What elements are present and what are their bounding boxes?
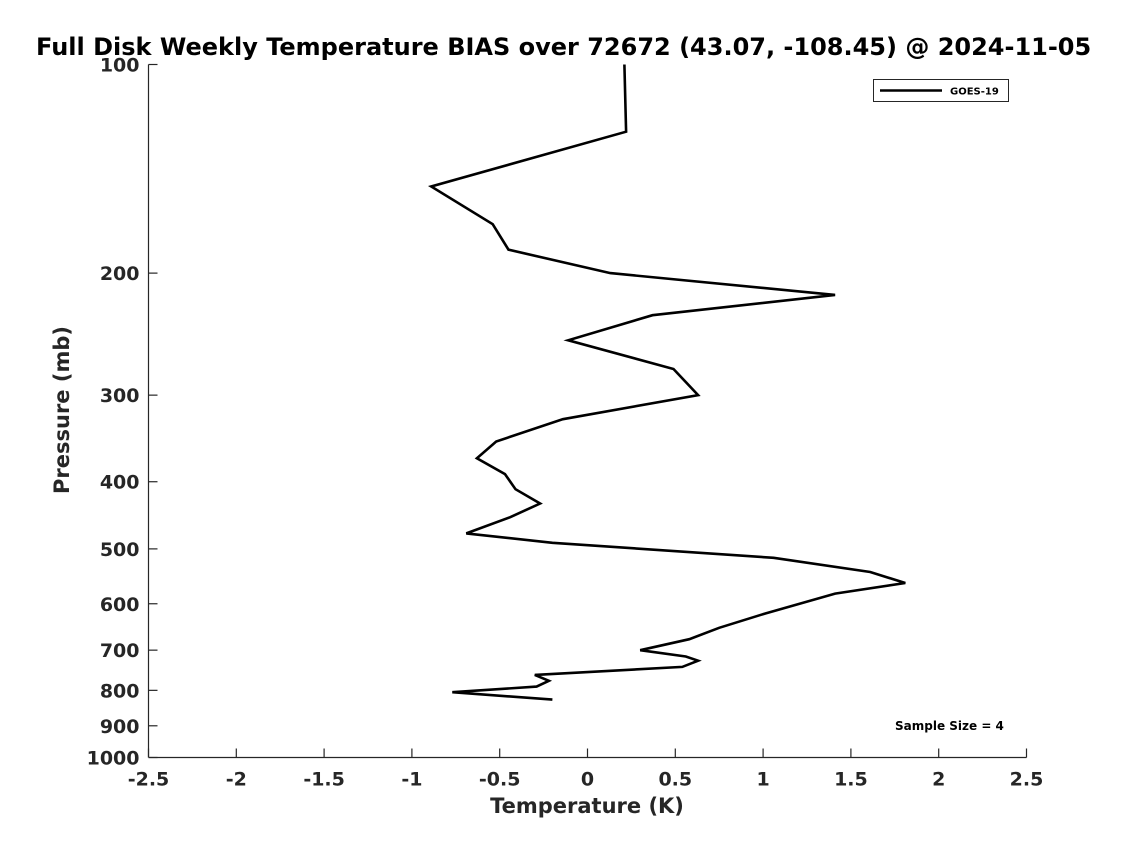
y-tick-label: 200: [100, 263, 140, 285]
x-tick-label: 2.5: [1010, 769, 1044, 791]
x-axis-label: Temperature (K): [490, 794, 684, 818]
legend: GOES-19: [873, 79, 1009, 102]
y-tick-label: 400: [100, 472, 140, 494]
x-tick-label: -1.5: [303, 769, 345, 791]
x-ticks: -2.5 -2 -1.5 -1 -0.5 0 0.5 1 1.5 2 2.5: [128, 748, 1044, 791]
y-tick-label: 1000: [87, 748, 140, 770]
y-tick-label: 500: [100, 539, 140, 561]
y-tick-label: 100: [100, 55, 140, 77]
y-tick-label: 300: [100, 385, 140, 407]
y-tick-label: 800: [100, 680, 140, 702]
sample-size-note: Sample Size = 4: [895, 719, 1004, 733]
axes: [147, 64, 1027, 759]
y-tick-label: 900: [100, 716, 140, 738]
x-tick-label: 0: [581, 769, 594, 791]
chart-title: Full Disk Weekly Temperature BIAS over 7…: [36, 33, 1091, 61]
x-tick-label: 1: [756, 769, 769, 791]
y-tick-label: 700: [100, 640, 140, 662]
y-tick-label: 600: [100, 594, 140, 616]
legend-label: GOES-19: [950, 87, 999, 98]
series-group: [427, 64, 906, 701]
x-tick-label: -1: [401, 769, 422, 791]
series-line-goes-19: [427, 64, 906, 701]
x-tick-label: 0.5: [658, 769, 692, 791]
x-tick-label: -0.5: [479, 769, 521, 791]
x-tick-label: 1.5: [834, 769, 868, 791]
x-tick-label: -2: [226, 769, 247, 791]
y-axis-label: Pressure (mb): [50, 326, 74, 494]
y-ticks: 100 200 300 400 500 600 700 800 900 1000: [87, 55, 158, 770]
x-tick-label: -2.5: [128, 769, 170, 791]
x-tick-label: 2: [932, 769, 945, 791]
